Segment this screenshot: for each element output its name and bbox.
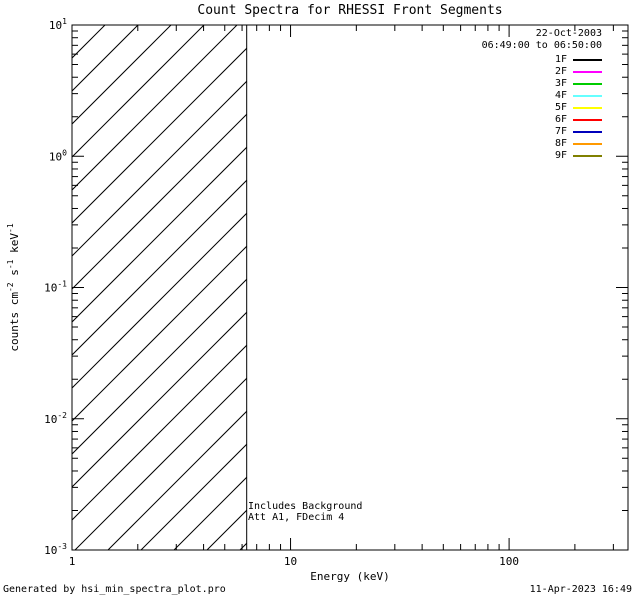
legend-entry-2F: 2F <box>555 66 602 78</box>
legend-entry-label: 4F <box>554 90 567 101</box>
y-tick-label: 101 <box>49 17 67 32</box>
y-tick-label: 10-1 <box>44 280 67 295</box>
legend-time-range: 06:49:00 to 06:50:00 <box>481 40 602 51</box>
legend-entry-4F: 4F <box>555 90 602 102</box>
axis-ticks <box>71 24 628 551</box>
legend-entry-line <box>573 95 602 97</box>
hatched-region <box>72 25 247 550</box>
legend-entry-label: 9F <box>554 150 567 161</box>
legend-entry-line <box>573 155 602 157</box>
legend-entry-label: 7F <box>554 126 567 137</box>
render-timestamp: 11-Apr-2023 16:49 <box>529 584 632 595</box>
legend-entry-line <box>573 83 602 85</box>
legend-entry-label: 1F <box>554 54 567 65</box>
legend-entries: 1F 2F 3F 4F 5F 6F 7F 8F 9F <box>555 54 602 162</box>
legend-entry-line <box>573 71 602 73</box>
legend-entry-line <box>573 143 602 145</box>
y-axis-label: counts cm-2 s-1 keV-1 <box>6 223 21 351</box>
plot-annotations: Includes Background Att A1, FDecim 4 <box>248 501 362 523</box>
legend-entry-line <box>573 107 602 109</box>
legend-entry-label: 5F <box>554 102 567 113</box>
x-tick-label: 1 <box>69 555 76 568</box>
x-axis-label: Energy (keV) <box>310 570 390 583</box>
legend-entry-line <box>573 119 602 121</box>
tick-labels: 1 10 100 10-3 10-2 10-1 100 101 <box>44 17 519 568</box>
y-tick-label: 10-3 <box>44 542 67 557</box>
legend-entry-6F: 6F <box>555 114 602 126</box>
generator-credit: Generated by hsi_min_spectra_plot.pro <box>3 584 226 595</box>
legend-entry-label: 2F <box>554 66 567 77</box>
legend-entry-label: 6F <box>554 114 567 125</box>
legend-date: 22-Oct-2003 <box>535 28 602 39</box>
legend-entry-label: 3F <box>554 78 567 89</box>
legend-entry-label: 8F <box>554 138 567 149</box>
x-tick-label: 10 <box>284 555 297 568</box>
annotation-includes-background: Includes Background <box>248 501 363 512</box>
legend-entry-line <box>573 59 602 61</box>
legend-entry-3F: 3F <box>555 78 602 90</box>
y-tick-label: 10-2 <box>44 411 67 426</box>
legend-entry-7F: 7F <box>555 126 602 138</box>
annotation-attenuator-state: Att A1, FDecim 4 <box>248 512 345 523</box>
legend-entry-8F: 8F <box>555 138 602 150</box>
legend-entry-line <box>573 131 602 133</box>
y-tick-label: 100 <box>49 148 67 163</box>
legend: 22-Oct-2003 06:49:00 to 06:50:00 1F 2F 3F 4… <box>482 28 602 162</box>
legend-entry-9F: 9F <box>555 150 602 162</box>
legend-entry-1F: 1F <box>555 54 602 66</box>
legend-entry-5F: 5F <box>555 102 602 114</box>
x-tick-label: 100 <box>499 555 519 568</box>
plot-title: Count Spectra for RHESSI Front Segments <box>197 3 503 18</box>
